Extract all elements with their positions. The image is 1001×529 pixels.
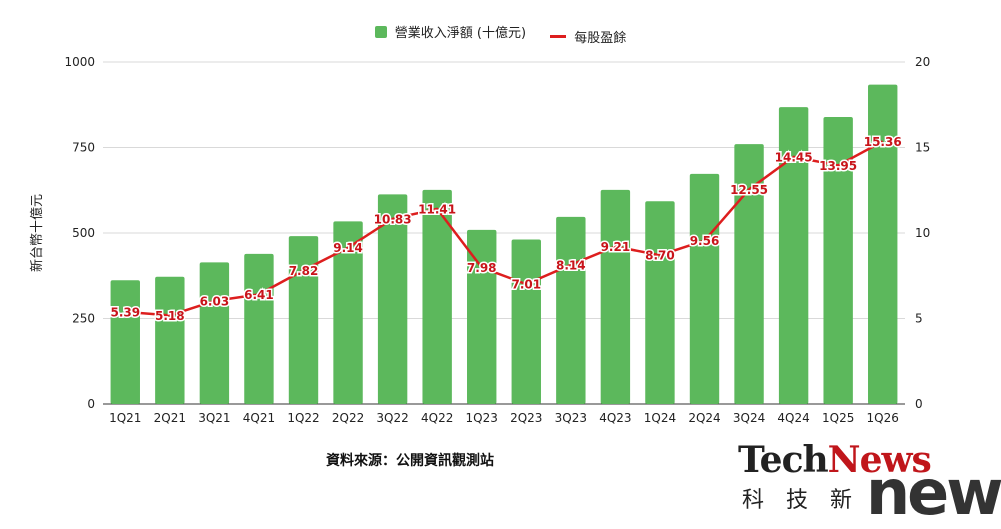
legend-item-revenue: 營業收入淨額 (十億元)	[374, 22, 527, 41]
y2-tick-label: 5	[915, 312, 923, 326]
y-tick-label: 500	[72, 226, 95, 240]
x-tick-label: 4Q24	[777, 411, 809, 425]
bar	[689, 173, 720, 404]
data-label: 7.98	[467, 261, 497, 275]
data-label: 9.21	[601, 240, 631, 254]
eps-line	[125, 140, 884, 317]
x-tick-label: 1Q24	[644, 411, 676, 425]
x-tick-label: 3Q21	[198, 411, 230, 425]
data-label: 11.41	[418, 202, 456, 216]
bar	[556, 216, 586, 404]
bar	[868, 84, 898, 405]
data-label: 8.14	[556, 258, 586, 272]
legend-label-eps: 每股盈餘	[574, 30, 627, 46]
x-tick-label: 4Q22	[421, 411, 453, 425]
y-axis-title: 新台幣十億元	[29, 194, 45, 272]
legend: 營業收入淨額 (十億元) 每股盈餘	[0, 22, 1001, 46]
x-tick-label: 1Q23	[466, 411, 498, 425]
bar	[333, 221, 363, 404]
data-label: 10.83	[374, 212, 412, 226]
bar	[155, 276, 185, 404]
data-label: 9.14	[333, 241, 363, 255]
y2-tick-label: 15	[915, 141, 930, 155]
technews-logo: TechNews 科技新 news	[738, 439, 1001, 529]
y-tick-label: 750	[72, 141, 95, 155]
x-tick-label: 3Q22	[376, 411, 408, 425]
logo-tech-wordmark: TechNews	[738, 439, 932, 481]
data-label: 5.39	[110, 305, 140, 319]
x-tick-label: 3Q24	[733, 411, 765, 425]
x-tick-label: 1Q26	[867, 411, 899, 425]
data-label: 7.01	[511, 278, 541, 292]
data-label: 6.41	[244, 288, 274, 302]
source-note: 資料來源：公開資訊觀測站	[326, 453, 494, 469]
logo-subtitle: 科技新	[742, 488, 875, 513]
legend-label-revenue: 營業收入淨額 (十億元)	[394, 26, 527, 41]
data-label: 13.95	[819, 159, 857, 173]
data-label: 14.45	[775, 150, 813, 164]
data-label: 12.55	[730, 183, 768, 197]
x-tick-label: 4Q23	[599, 411, 631, 425]
legend-swatch-line	[550, 34, 567, 38]
logo-news-big: news	[866, 456, 1001, 529]
x-tick-label: 2Q24	[688, 411, 720, 425]
y-tick-label: 0	[87, 397, 95, 411]
y2-tick-label: 10	[915, 226, 930, 240]
bar	[645, 201, 675, 404]
y2-tick-label: 20	[915, 55, 930, 69]
bar	[199, 262, 230, 404]
data-label: 6.03	[200, 294, 230, 308]
x-tick-label: 1Q22	[287, 411, 319, 425]
x-tick-label: 2Q23	[510, 411, 542, 425]
x-tick-label: 3Q23	[555, 411, 587, 425]
x-tick-label: 1Q25	[822, 411, 854, 425]
data-label: 5.18	[155, 309, 185, 323]
bar	[244, 253, 274, 404]
bar	[110, 280, 140, 404]
bar	[511, 239, 541, 404]
bar	[823, 117, 853, 404]
x-tick-label: 2Q22	[332, 411, 364, 425]
y-tick-label: 1000	[64, 55, 95, 69]
bar	[600, 189, 631, 404]
bar	[422, 189, 452, 404]
bar	[734, 144, 764, 404]
data-label: 8.70	[645, 249, 675, 263]
y2-tick-label: 0	[915, 397, 923, 411]
x-tick-label: 4Q21	[243, 411, 275, 425]
legend-swatch-bar	[374, 25, 387, 38]
bar	[377, 194, 408, 404]
legend-item-eps: 每股盈餘	[550, 27, 626, 46]
y-tick-label: 250	[72, 312, 95, 326]
data-label: 9.56	[690, 234, 720, 248]
data-label: 15.36	[864, 135, 902, 149]
data-label: 7.82	[289, 264, 319, 278]
bar	[288, 236, 319, 404]
x-tick-label: 2Q21	[154, 411, 186, 425]
bar	[467, 229, 497, 404]
bar	[778, 107, 809, 405]
x-tick-label: 1Q21	[109, 411, 141, 425]
